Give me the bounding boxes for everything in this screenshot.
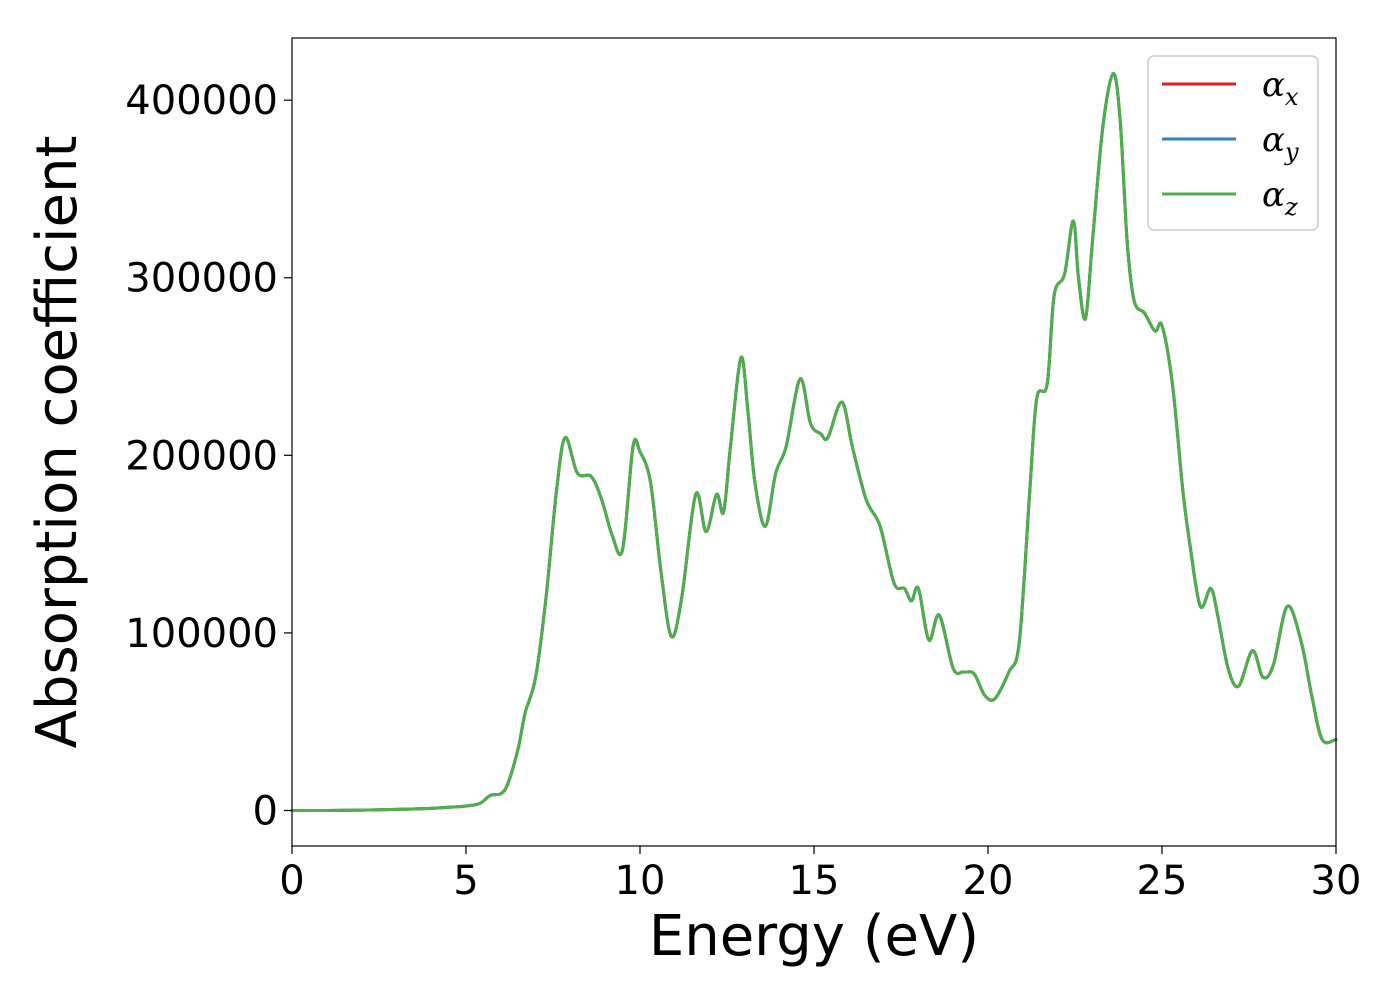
- x-tick-label: 0: [279, 858, 304, 904]
- y-axis-ticks: 0 100000 200000 300000 400000: [125, 78, 292, 834]
- x-tick-label: 30: [1311, 858, 1362, 904]
- y-axis-label: Absorption coefficient: [25, 136, 90, 749]
- x-tick-label: 10: [615, 858, 666, 904]
- x-tick-label: 15: [789, 858, 840, 904]
- x-tick-label: 25: [1137, 858, 1188, 904]
- x-tick-label: 5: [453, 858, 478, 904]
- y-tick-label: 200000: [125, 433, 278, 479]
- series-line-alpha-z: [290, 72, 1338, 813]
- y-tick-label: 400000: [125, 78, 278, 124]
- series-lines: [290, 72, 1338, 813]
- x-axis-ticks: 0 5 10 15 20 25 30: [279, 846, 1361, 904]
- y-tick-label: 300000: [125, 256, 278, 302]
- x-tick-label: 20: [963, 858, 1014, 904]
- y-tick-label: 100000: [125, 611, 278, 657]
- y-tick-label: 0: [253, 788, 278, 834]
- x-axis-label: Energy (eV): [649, 904, 979, 969]
- legend-box: [1147, 55, 1319, 231]
